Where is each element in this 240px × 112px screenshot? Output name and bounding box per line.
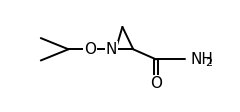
Text: NH: NH [191, 52, 214, 67]
Text: O: O [150, 76, 162, 91]
Text: N: N [106, 42, 117, 57]
Text: 2: 2 [205, 58, 212, 68]
Text: O: O [84, 42, 96, 57]
